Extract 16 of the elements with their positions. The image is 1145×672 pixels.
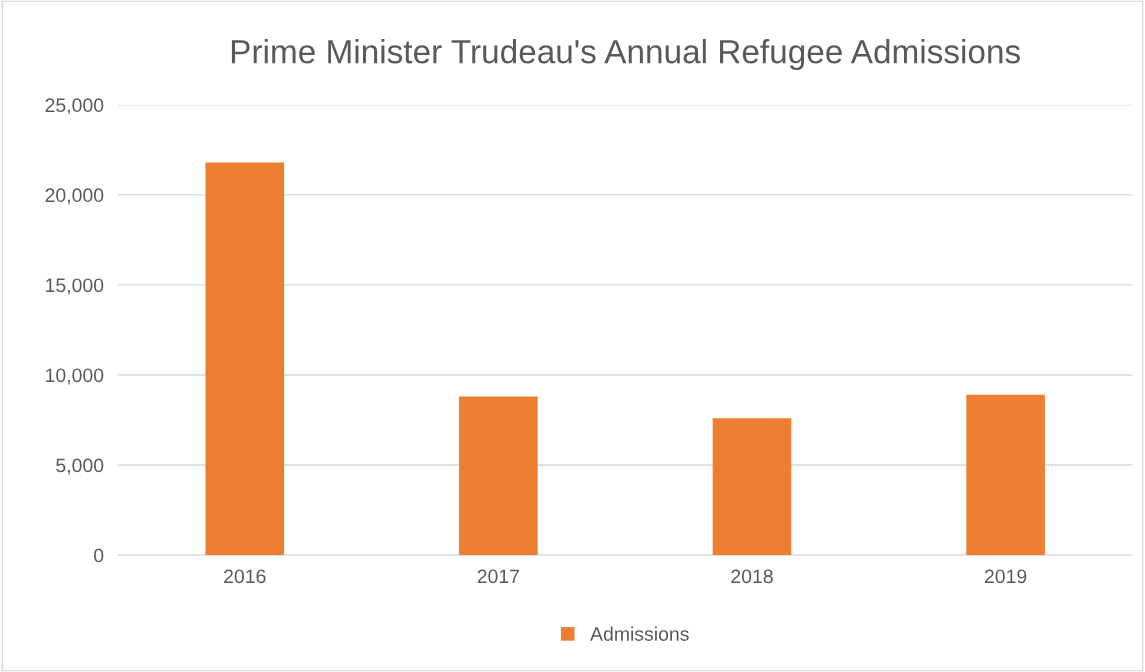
- y-tick-label: 15,000: [46, 278, 104, 295]
- x-tick-label: 2017: [477, 569, 520, 584]
- bar: [712, 418, 792, 556]
- x-tick-label: 2019: [984, 569, 1027, 584]
- x-tick-label: 2016: [224, 569, 266, 584]
- y-tick-label: 10,000: [46, 368, 104, 385]
- y-tick-label: 20,000: [45, 188, 104, 205]
- legend-label: Admissions: [590, 626, 689, 641]
- y-tick-label: 5,000: [56, 458, 104, 475]
- y-tick-label: 25,000: [45, 98, 104, 115]
- bar: [966, 394, 1045, 556]
- bar: [205, 162, 285, 556]
- chart-title: Prime Minister Trudeau's Annual Refugee Admissions: [231, 39, 1020, 71]
- x-tick-label: 2018: [731, 569, 773, 584]
- y-tick-label: 0: [93, 548, 104, 563]
- bar: [459, 396, 538, 556]
